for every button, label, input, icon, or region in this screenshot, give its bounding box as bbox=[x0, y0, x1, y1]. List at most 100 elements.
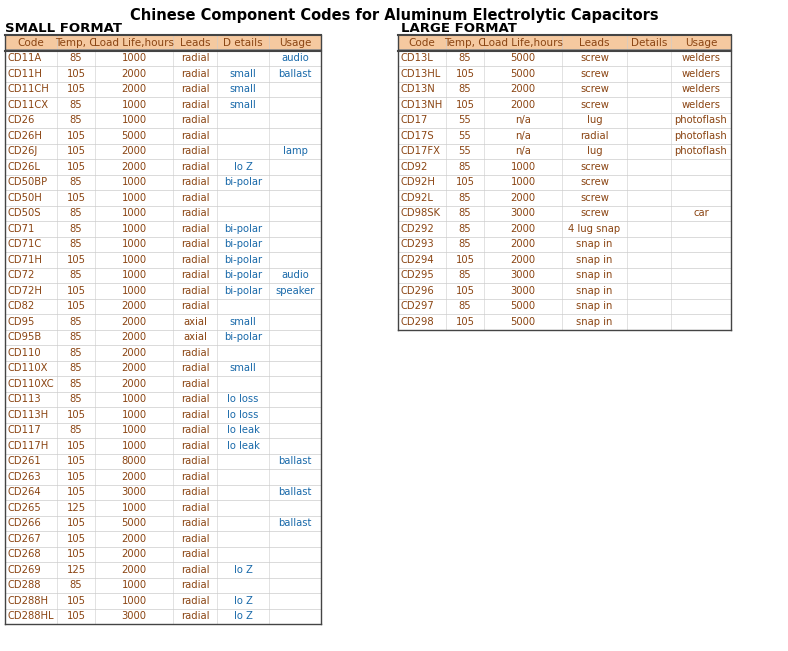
Text: photoflash: photoflash bbox=[675, 146, 727, 156]
Text: bi-polar: bi-polar bbox=[224, 270, 262, 280]
Text: audio: audio bbox=[281, 270, 309, 280]
Text: lo Z: lo Z bbox=[233, 611, 252, 621]
Text: radial: radial bbox=[180, 425, 210, 436]
Text: radial: radial bbox=[180, 84, 210, 94]
Text: CD50H: CD50H bbox=[8, 193, 43, 202]
Text: radial: radial bbox=[180, 348, 210, 358]
Text: CD11A: CD11A bbox=[8, 53, 43, 63]
Text: lo loss: lo loss bbox=[227, 395, 258, 404]
Text: CD26: CD26 bbox=[8, 115, 35, 125]
Text: 85: 85 bbox=[459, 208, 471, 218]
Text: 1000: 1000 bbox=[121, 177, 147, 187]
Text: 2000: 2000 bbox=[121, 565, 147, 575]
Text: radial: radial bbox=[180, 565, 210, 575]
Text: Load Life,hours: Load Life,hours bbox=[483, 38, 563, 48]
Text: 85: 85 bbox=[69, 177, 82, 187]
Text: ballast: ballast bbox=[278, 487, 312, 497]
Text: 55: 55 bbox=[459, 131, 471, 141]
Text: 5000: 5000 bbox=[511, 317, 536, 327]
Text: 4 lug snap: 4 lug snap bbox=[568, 224, 621, 234]
Text: 3000: 3000 bbox=[121, 611, 147, 621]
Text: lo leak: lo leak bbox=[227, 425, 259, 436]
Text: 105: 105 bbox=[66, 193, 86, 202]
Text: CD17FX: CD17FX bbox=[401, 146, 441, 156]
Text: 85: 85 bbox=[69, 115, 82, 125]
Text: CD261: CD261 bbox=[8, 456, 42, 466]
Text: 105: 105 bbox=[66, 456, 86, 466]
Text: 1000: 1000 bbox=[121, 53, 147, 63]
Text: 85: 85 bbox=[459, 53, 471, 63]
Text: 1000: 1000 bbox=[121, 503, 147, 513]
Text: 3000: 3000 bbox=[511, 270, 536, 280]
Text: CD269: CD269 bbox=[8, 565, 42, 575]
Text: 85: 85 bbox=[69, 425, 82, 436]
Text: radial: radial bbox=[180, 146, 210, 156]
Text: 1000: 1000 bbox=[121, 255, 147, 265]
Text: welders: welders bbox=[682, 100, 720, 110]
Text: CD11CX: CD11CX bbox=[8, 100, 49, 110]
Text: CD297: CD297 bbox=[401, 301, 435, 311]
Text: 105: 105 bbox=[66, 84, 86, 94]
Text: bi-polar: bi-polar bbox=[224, 224, 262, 234]
Text: Usage: Usage bbox=[685, 38, 717, 48]
Text: radial: radial bbox=[180, 270, 210, 280]
Text: radial: radial bbox=[180, 177, 210, 187]
Text: 1000: 1000 bbox=[121, 193, 147, 202]
Text: screw: screw bbox=[580, 100, 609, 110]
Text: Temp, C: Temp, C bbox=[55, 38, 97, 48]
Text: bi-polar: bi-polar bbox=[224, 255, 262, 265]
Text: lamp: lamp bbox=[283, 146, 307, 156]
Text: screw: screw bbox=[580, 69, 609, 79]
Text: radial: radial bbox=[180, 611, 210, 621]
Text: small: small bbox=[229, 69, 256, 79]
Text: Code: Code bbox=[17, 38, 44, 48]
Text: CD26H: CD26H bbox=[8, 131, 43, 141]
Text: radial: radial bbox=[180, 580, 210, 590]
Text: LARGE FORMAT: LARGE FORMAT bbox=[401, 22, 517, 35]
Text: 105: 105 bbox=[66, 441, 86, 450]
Text: 2000: 2000 bbox=[121, 332, 147, 342]
Text: CD17: CD17 bbox=[401, 115, 429, 125]
Text: CD50S: CD50S bbox=[8, 208, 42, 218]
Text: snap in: snap in bbox=[576, 317, 613, 327]
Text: ballast: ballast bbox=[278, 456, 312, 466]
Text: CD11H: CD11H bbox=[8, 69, 43, 79]
Text: 85: 85 bbox=[69, 224, 82, 234]
Text: radial: radial bbox=[180, 161, 210, 172]
Text: 5000: 5000 bbox=[121, 131, 147, 141]
Text: 105: 105 bbox=[455, 100, 474, 110]
Text: 1000: 1000 bbox=[121, 441, 147, 450]
Text: 105: 105 bbox=[455, 69, 474, 79]
Text: Usage: Usage bbox=[279, 38, 311, 48]
Text: 85: 85 bbox=[459, 161, 471, 172]
Text: CD92L: CD92L bbox=[401, 193, 434, 202]
Text: CD92H: CD92H bbox=[401, 177, 436, 187]
Text: CD298: CD298 bbox=[401, 317, 435, 327]
Text: 5000: 5000 bbox=[121, 518, 147, 528]
Text: CD92: CD92 bbox=[401, 161, 429, 172]
Text: Leads: Leads bbox=[579, 38, 610, 48]
Text: 1000: 1000 bbox=[121, 100, 147, 110]
Text: axial: axial bbox=[183, 332, 207, 342]
Text: screw: screw bbox=[580, 161, 609, 172]
Text: CD72: CD72 bbox=[8, 270, 35, 280]
Text: Load Life,hours: Load Life,hours bbox=[94, 38, 174, 48]
Text: bi-polar: bi-polar bbox=[224, 332, 262, 342]
Text: 2000: 2000 bbox=[121, 348, 147, 358]
Text: radial: radial bbox=[180, 69, 210, 79]
Text: 85: 85 bbox=[459, 224, 471, 234]
Text: radial: radial bbox=[180, 487, 210, 497]
Text: CD294: CD294 bbox=[401, 255, 435, 265]
Text: CD11CH: CD11CH bbox=[8, 84, 50, 94]
Text: radial: radial bbox=[180, 534, 210, 544]
Text: 85: 85 bbox=[69, 100, 82, 110]
Text: bi-polar: bi-polar bbox=[224, 286, 262, 296]
Text: small: small bbox=[229, 84, 256, 94]
Text: welders: welders bbox=[682, 84, 720, 94]
Text: 85: 85 bbox=[459, 270, 471, 280]
Text: 105: 105 bbox=[66, 409, 86, 420]
Text: CD293: CD293 bbox=[401, 240, 435, 249]
Text: small: small bbox=[229, 100, 256, 110]
Text: 1000: 1000 bbox=[511, 177, 536, 187]
Text: 85: 85 bbox=[69, 348, 82, 358]
